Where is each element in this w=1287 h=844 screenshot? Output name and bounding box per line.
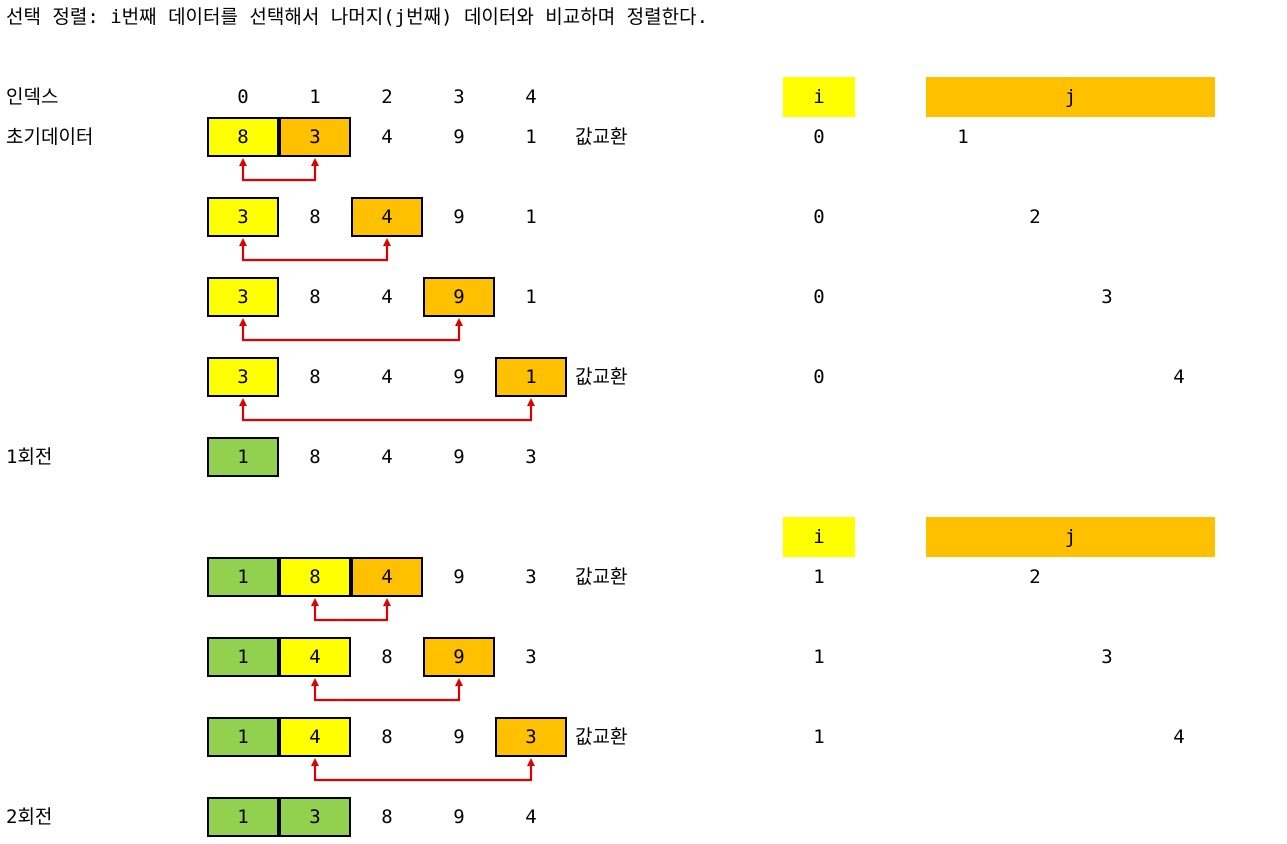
i-value: 1 (813, 726, 825, 748)
swap-arrow (313, 764, 533, 782)
index-label: 인덱스 (6, 86, 59, 108)
j-value: 3 (1101, 286, 1113, 308)
row-0-cell-3: 9 (453, 126, 465, 148)
row-0-cell-2: 4 (381, 126, 393, 148)
index-1: 1 (309, 86, 321, 108)
arrow-head (239, 238, 247, 246)
i-header: i (783, 77, 855, 117)
row-7-cell-2: 8 (381, 726, 393, 748)
i-value: 0 (813, 126, 825, 148)
row-7-cell-0: 1 (207, 717, 279, 757)
arrow-head (527, 398, 535, 406)
row-8-cell-4: 4 (525, 806, 537, 828)
row-0-cell-0: 8 (207, 117, 279, 157)
row-6-cell-1: 4 (279, 637, 351, 677)
arrow-head (311, 678, 319, 686)
index-4: 4 (525, 86, 537, 108)
i-value: 0 (813, 206, 825, 228)
j-value: 4 (1173, 726, 1185, 748)
index-2: 2 (381, 86, 393, 108)
arrow-head (383, 598, 391, 606)
swap-arrow (241, 324, 461, 342)
swap-label: 값교환 (575, 726, 628, 748)
row-5-cell-2: 4 (351, 557, 423, 597)
swap-arrow (313, 604, 389, 622)
arrow-head (527, 758, 535, 766)
i-value: 0 (813, 286, 825, 308)
row-8-cell-2: 8 (381, 806, 393, 828)
page-title: 선택 정렬: i번째 데이터를 선택해서 나머지(j번째) 데이터와 비교하며 … (6, 6, 709, 28)
row-6-cell-4: 3 (525, 646, 537, 668)
row-0-cell-1: 3 (279, 117, 351, 157)
row-5-cell-1: 8 (279, 557, 351, 597)
i-value: 0 (813, 366, 825, 388)
row-4-cell-1: 8 (309, 446, 321, 468)
row-2-cell-0: 3 (207, 277, 279, 317)
row-6-cell-0: 1 (207, 637, 279, 677)
j-value: 1 (957, 126, 969, 148)
j-value: 3 (1101, 646, 1113, 668)
round1-label: 1회전 (6, 446, 53, 468)
row-2-cell-1: 8 (309, 286, 321, 308)
j-value: 4 (1173, 366, 1185, 388)
row-6-cell-3: 9 (423, 637, 495, 677)
swap-label: 값교환 (575, 366, 628, 388)
row-1-cell-2: 4 (351, 197, 423, 237)
i-value: 1 (813, 646, 825, 668)
row-3-cell-4: 1 (495, 357, 567, 397)
row-1-cell-0: 3 (207, 197, 279, 237)
round2-label: 2회전 (6, 806, 53, 828)
arrow-head (239, 318, 247, 326)
row-4-cell-2: 4 (381, 446, 393, 468)
row-2-cell-4: 1 (525, 286, 537, 308)
row-2-cell-2: 4 (381, 286, 393, 308)
row-8-cell-1: 3 (279, 797, 351, 837)
row-6-cell-2: 8 (381, 646, 393, 668)
row-5-cell-4: 3 (525, 566, 537, 588)
j-value: 2 (1029, 206, 1041, 228)
row-8-cell-0: 1 (207, 797, 279, 837)
row-7-cell-4: 3 (495, 717, 567, 757)
arrow-head (455, 678, 463, 686)
row-2-cell-3: 9 (423, 277, 495, 317)
arrow-head (311, 758, 319, 766)
row-4-cell-3: 9 (453, 446, 465, 468)
row-5-cell-3: 9 (453, 566, 465, 588)
index-0: 0 (237, 86, 249, 108)
arrow-head (383, 238, 391, 246)
i-value: 1 (813, 566, 825, 588)
j-header-2: j (926, 517, 1215, 557)
row-3-cell-3: 9 (453, 366, 465, 388)
row-1-cell-3: 9 (453, 206, 465, 228)
row-4-cell-4: 3 (525, 446, 537, 468)
arrow-head (311, 598, 319, 606)
swap-label: 값교환 (575, 126, 628, 148)
row-1-cell-1: 8 (309, 206, 321, 228)
row-4-cell-0: 1 (207, 437, 279, 477)
row-8-cell-3: 9 (453, 806, 465, 828)
row-3-cell-1: 8 (309, 366, 321, 388)
row-3-cell-2: 4 (381, 366, 393, 388)
arrow-head (239, 158, 247, 166)
row-0-cell-4: 1 (525, 126, 537, 148)
arrow-head (455, 318, 463, 326)
row-7-cell-1: 4 (279, 717, 351, 757)
swap-label: 값교환 (575, 566, 628, 588)
row-5-cell-0: 1 (207, 557, 279, 597)
initial-data-label: 초기데이터 (6, 126, 94, 148)
j-value: 2 (1029, 566, 1041, 588)
j-header: j (926, 77, 1215, 117)
swap-arrow (241, 244, 389, 262)
swap-arrow (313, 684, 461, 702)
i-header-2: i (783, 517, 855, 557)
arrow-head (239, 398, 247, 406)
row-7-cell-3: 9 (453, 726, 465, 748)
arrow-head (311, 158, 319, 166)
row-3-cell-0: 3 (207, 357, 279, 397)
index-3: 3 (453, 86, 465, 108)
row-1-cell-4: 1 (525, 206, 537, 228)
swap-arrow (241, 404, 533, 422)
swap-arrow (241, 164, 317, 182)
